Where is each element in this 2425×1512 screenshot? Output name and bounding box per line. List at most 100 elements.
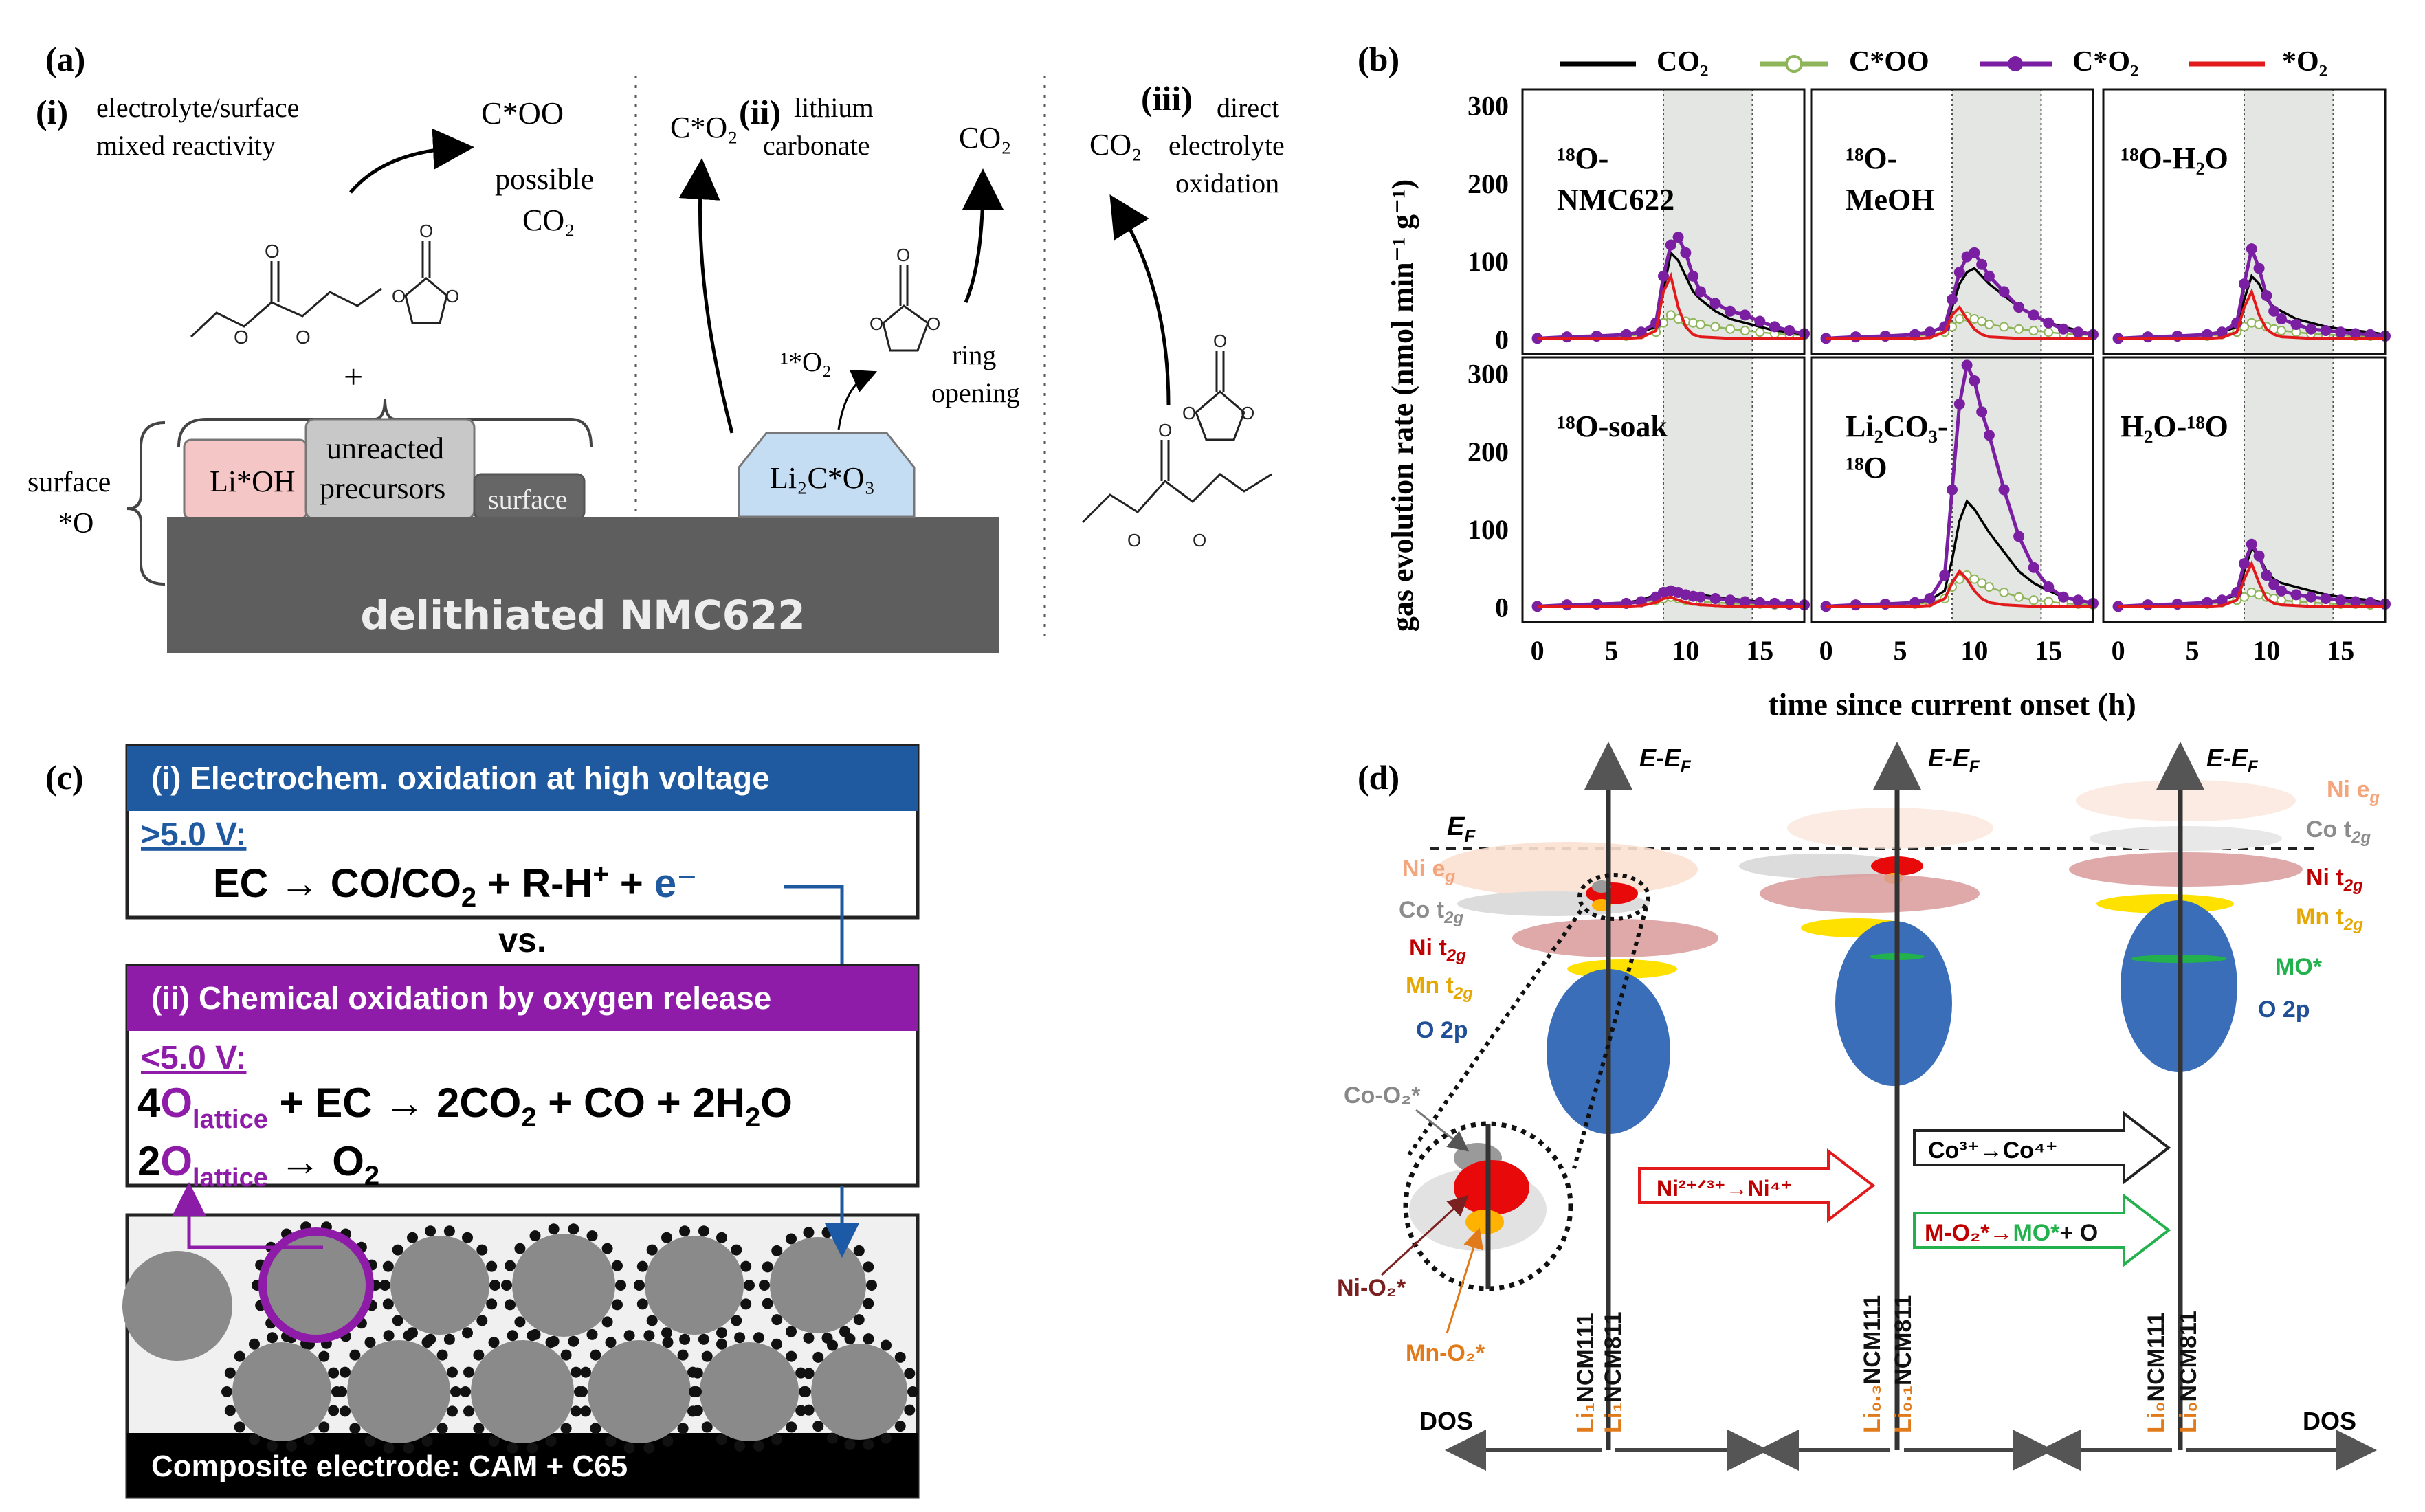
cam-particle	[700, 1342, 799, 1441]
point-cstaro2	[2335, 326, 2347, 338]
shaded-window	[2244, 357, 2334, 622]
state-3-labels: Ni eg Co t2g Ni t2g Mn t2g MO* O 2p	[2258, 777, 2380, 1023]
y-tick-label: 300	[1468, 91, 1509, 122]
electrode-footer	[127, 1433, 918, 1497]
point-cstaro2	[1561, 331, 1573, 343]
state-labels: Li₁NCM111 Li₁NCM811 Li₀.₃NCM111 Li₀.₁NCM…	[1573, 1295, 2202, 1433]
carbon-black	[679, 1333, 691, 1345]
carbon-black	[605, 1337, 617, 1348]
carbon-black	[580, 1366, 592, 1378]
carbon-black	[234, 1350, 245, 1362]
carbon-black	[844, 1333, 856, 1345]
surface-label-1: surface	[27, 467, 111, 498]
carbon-black	[421, 1435, 433, 1447]
point-cstaro2	[1725, 305, 1736, 317]
carbon-black	[812, 1421, 824, 1432]
cam-particle	[811, 1344, 907, 1440]
label-ni-o2: Ni-O₂*	[1337, 1275, 1406, 1301]
carbon-black	[446, 1405, 458, 1417]
point-cstaroo	[1984, 319, 1994, 329]
carbon-black	[759, 1280, 770, 1291]
carbon-black	[795, 1405, 807, 1416]
carbon-black	[349, 1423, 361, 1434]
point-cstaroo	[2276, 326, 2286, 336]
state-3-ncm811: Li₀NCM811	[2175, 1311, 2202, 1433]
point-cstaro2	[2072, 594, 2084, 606]
point-cstaroo	[1999, 587, 2009, 597]
carbon-black	[904, 1404, 916, 1416]
carbon-black	[421, 1337, 433, 1348]
carbon-black	[701, 1421, 713, 1433]
svg-text:O: O	[265, 241, 280, 262]
box-ii-header	[127, 966, 918, 1031]
ring-label-1: ring	[952, 340, 996, 370]
point-cstaro2	[1665, 239, 1676, 251]
carbon-black	[340, 1366, 351, 1378]
x-tick-label: 5	[2185, 635, 2199, 666]
arrow-co-shape	[1913, 1110, 2171, 1186]
carbon-black	[623, 1330, 635, 1342]
y-tick-label: 100	[1468, 246, 1509, 277]
carbon-black	[636, 1298, 648, 1310]
axis-label-2: E-EF	[1928, 744, 1980, 776]
carbon-black	[803, 1404, 815, 1416]
carbon-black	[853, 1245, 865, 1256]
carbon-black	[731, 1244, 742, 1256]
ii-arrow-left	[678, 158, 734, 434]
dec-molecule-c	[1081, 440, 1272, 524]
mixed-brace	[177, 398, 593, 447]
carbon-black	[734, 1440, 746, 1452]
dos-state-3	[2069, 742, 2303, 1450]
carbon-black	[662, 1337, 674, 1348]
panel-a-label: (a)	[45, 40, 85, 78]
ef-label: EF	[1447, 812, 1476, 846]
carbon-black	[803, 1368, 815, 1379]
panel-a: (a) (i) electrolyte/surface mixed reacti…	[27, 40, 1285, 653]
ii-arrow-right	[962, 168, 1004, 303]
carbon-black	[568, 1335, 579, 1347]
carbon-black	[716, 1232, 727, 1243]
point-cstaro2	[1672, 232, 1684, 243]
point-cstaro2	[1850, 331, 1861, 343]
point-cstaro2	[2290, 318, 2302, 330]
carbon-black	[234, 1421, 245, 1433]
state-1-labels: Ni eg Co t2g Ni t2g Mn t2g O 2p Co-O₂* N…	[1337, 856, 1485, 1366]
carbon-black	[786, 1326, 797, 1337]
panel-d-label: (d)	[1358, 758, 1399, 797]
ni-eg-band-3	[2076, 780, 2296, 821]
subplot-label: ¹⁸O-	[1557, 142, 1608, 175]
subplot-3: ¹⁸O-H₂O	[2102, 88, 2391, 355]
svg-text:O: O	[1193, 530, 1206, 551]
carbon-black	[285, 1440, 297, 1452]
point-cstaro2	[1784, 325, 1795, 337]
y-tick-label: 300	[1468, 359, 1509, 390]
point-cstaro2	[2320, 593, 2332, 605]
legend-label-coo: C*OO	[1849, 46, 1929, 78]
point-cstaroo	[2044, 327, 2054, 337]
transition-mo: M-O₂*→MO*+ O	[1913, 1192, 2171, 1268]
o2p-band-2	[1835, 921, 1952, 1086]
y-axis-label: gas evolution rate (nmol min⁻¹ g⁻¹)	[1386, 179, 1419, 632]
ni-eg-band-1	[1437, 842, 1698, 897]
point-cstaro2	[2275, 313, 2287, 325]
svg-text:O: O	[896, 245, 910, 265]
carbon-black	[570, 1405, 582, 1417]
label-ni-eg-3: Ni eg	[2327, 777, 2380, 807]
point-cstaro2	[2142, 599, 2153, 611]
carbon-black	[881, 1339, 892, 1351]
carbon-black	[636, 1260, 648, 1272]
iii-desc-3: oxidation	[1175, 168, 1279, 199]
carbon-black	[812, 1351, 824, 1363]
point-cstaro2	[2013, 531, 2025, 542]
point-cstaro2	[1976, 406, 1988, 418]
point-cstaro2	[1725, 594, 1736, 606]
unreacted-label-2: precursors	[320, 471, 445, 505]
carbon-black	[249, 1338, 260, 1350]
carbon-black	[701, 1350, 713, 1362]
ii-product: C*O₂	[670, 111, 738, 144]
point-cstaro2	[2275, 585, 2287, 597]
carbon-black	[863, 1333, 874, 1345]
dec-atoms-c: O O O	[1127, 420, 1206, 551]
point-cstaro2	[1694, 591, 1706, 603]
